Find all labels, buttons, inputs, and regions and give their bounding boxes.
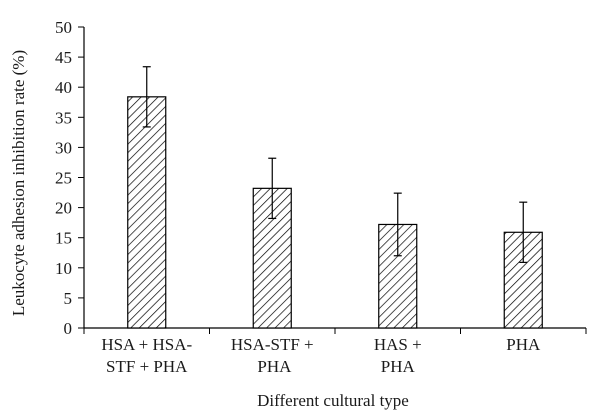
x-category-label-line: HSA-STF + [231, 335, 314, 354]
y-axis-title: Leukocyte adhesion inhibition rate (%) [9, 50, 28, 316]
x-category-label: PHA [506, 335, 541, 354]
x-axis-title: Different cultural type [257, 391, 409, 410]
x-category-label: HSA-STF + PHA [231, 335, 314, 376]
y-tick-label: 25 [55, 169, 72, 188]
x-category-label-line: STF + PHA [106, 357, 188, 376]
y-tick-label: 5 [64, 289, 73, 308]
y-tick-label: 50 [55, 18, 72, 37]
y-axis: 0 5 10 15 20 25 30 35 40 45 50 [55, 18, 85, 338]
x-axis: HSA + HSA- STF + PHA HSA-STF + PHA HAS + PHA… [83, 327, 587, 376]
x-category-label: HSA + HSA- STF + PHA [101, 335, 192, 376]
y-tick-label: 15 [55, 229, 72, 248]
x-category-label-line: HAS + [374, 335, 422, 354]
bars-group [127, 66, 543, 329]
bar [127, 96, 167, 329]
y-tick-label: 10 [55, 259, 72, 278]
x-category-label-line: PHA [381, 357, 416, 376]
x-category-label-line: PHA [253, 357, 292, 376]
y-tick-label: 0 [64, 319, 73, 338]
x-category-label-line: PHA [506, 335, 541, 354]
y-tick-label: 45 [55, 48, 72, 67]
y-tick-label: 40 [55, 78, 72, 97]
y-tick-label: 35 [55, 108, 72, 127]
y-tick-label: 30 [55, 138, 72, 157]
x-category-label: HAS + PHA [374, 335, 422, 376]
y-tick-label: 20 [55, 199, 72, 218]
x-category-label-line: HSA + HSA- [101, 335, 192, 354]
